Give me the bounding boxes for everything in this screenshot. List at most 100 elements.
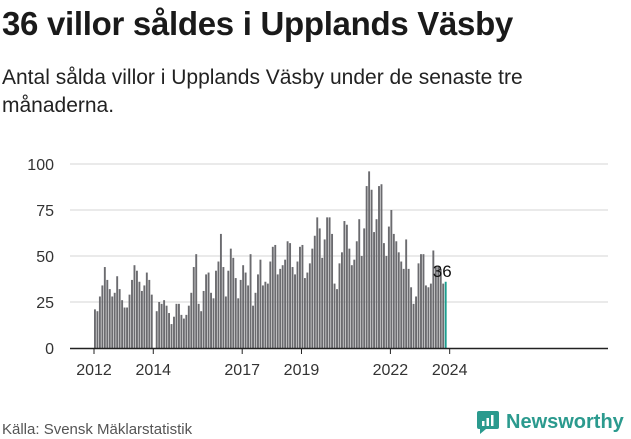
bar [266,283,269,348]
x-tick-label: 2022 [373,362,409,379]
bar [187,305,190,348]
bar [182,318,185,348]
bar [422,254,425,348]
bar [363,228,366,348]
bar [195,254,198,348]
bar [313,235,316,348]
bar [128,294,131,348]
bar [215,270,217,348]
bar [365,186,368,348]
bar [96,311,99,348]
y-tick-label: 100 [27,157,54,174]
bar-highlight [444,281,447,348]
bar [170,324,173,348]
bar [311,248,314,348]
bar [405,239,408,348]
newsworthy-logo: Newsworthy [476,408,624,436]
bar [108,289,111,348]
bar [284,259,287,348]
bar [333,283,336,348]
bar [336,289,338,348]
bar [173,316,175,348]
bar [296,261,299,348]
bar [402,268,405,348]
brand-name: Newsworthy [506,410,624,433]
bar [437,267,440,348]
bar [286,241,289,348]
bar [131,279,133,348]
bar [143,285,146,348]
bar [303,278,306,348]
bar [249,254,252,348]
bar [390,210,393,348]
bar [289,243,292,348]
bar [200,311,203,348]
bar [135,270,138,348]
bar [155,311,158,348]
bar [217,261,220,348]
bar [355,241,358,348]
bar [177,303,180,348]
bar [123,307,126,348]
bar [274,244,277,348]
bar [148,279,151,348]
bar [370,189,373,348]
bar [301,244,304,348]
bar [375,219,378,348]
bar [269,261,272,348]
bar [205,274,208,348]
bar [103,267,106,348]
bar [281,265,284,348]
bar [276,274,279,348]
bar [348,248,351,348]
bar [424,285,427,348]
bar [420,254,422,348]
bar [308,263,311,348]
y-tick-label: 0 [45,341,54,358]
bar [294,274,296,348]
bar [397,252,400,348]
bar [415,296,417,348]
bar [382,243,385,348]
bar [326,217,329,348]
bar [150,294,153,348]
bar [94,309,96,348]
newsworthy-logo-icon [477,411,499,434]
bar [331,233,334,348]
bar [237,298,240,348]
highlight-value-label: 36 [433,262,452,281]
bar [113,292,116,348]
bar [121,300,124,348]
bar [316,217,319,348]
bar [160,303,163,348]
bar [378,186,380,348]
bar [373,232,376,348]
bar [229,248,232,348]
bar [257,274,259,348]
bar [232,257,235,348]
bar-chart: 0 25 50 75 100 2012 2014 2017 2019 2022 2024 36 [27,157,608,379]
bar [400,261,403,348]
bar [360,256,363,348]
bar [321,257,324,348]
bar [252,305,254,348]
chart-title: 36 villor såldes i Upplands Väsby [2,5,513,42]
bar [185,314,188,348]
bar [318,228,321,348]
bar [306,272,309,348]
bar [207,272,210,348]
bar [165,305,168,348]
x-tick-label: 2014 [135,362,171,379]
source-note: Källa: Svensk Mäklarstatistik [2,421,193,438]
bar [358,219,361,348]
bar [101,285,104,348]
bar [180,314,183,348]
bar [341,252,343,348]
bar [385,256,388,348]
bar [247,285,250,348]
bar [242,265,245,348]
bar [190,292,193,348]
bar [412,303,415,348]
bar [175,303,178,348]
bar [138,281,141,348]
